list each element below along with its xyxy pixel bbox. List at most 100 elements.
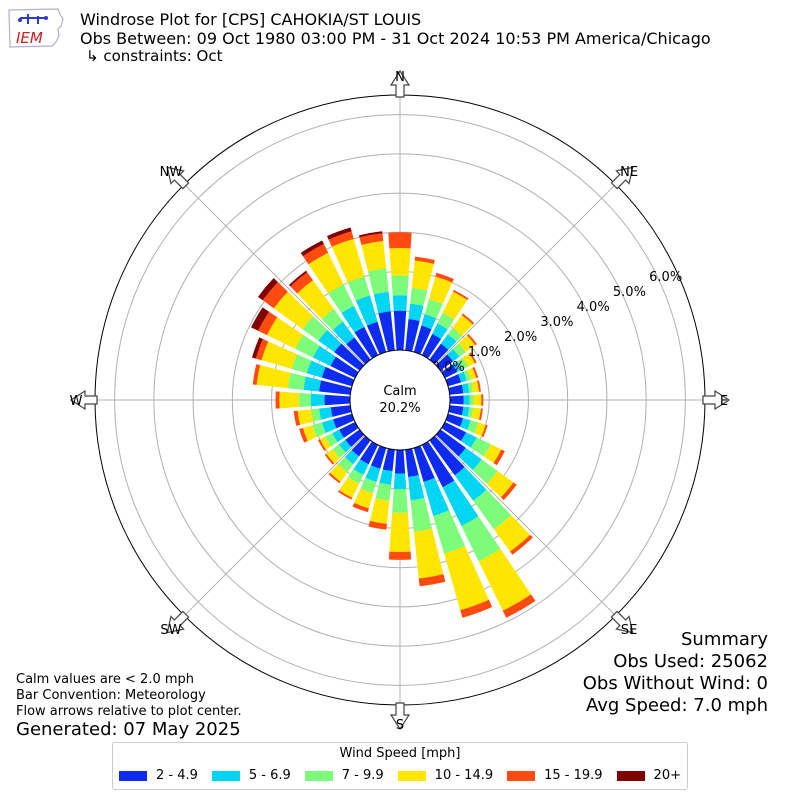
bar-segment bbox=[437, 312, 455, 330]
bar-segment bbox=[477, 380, 481, 392]
obs-between: Obs Between: 09 Oct 1980 03:00 PM - 31 O… bbox=[80, 29, 711, 48]
bar-segment bbox=[297, 280, 334, 319]
calm-circle bbox=[349, 349, 451, 451]
generated-date: Generated: 07 May 2025 bbox=[16, 719, 241, 740]
bar-segment bbox=[449, 395, 464, 405]
bar-segment bbox=[389, 247, 411, 276]
bar-segment bbox=[359, 233, 384, 245]
bar-segment bbox=[378, 311, 395, 352]
bar-segment bbox=[414, 256, 435, 264]
summary-obs-used: Obs Used: 25062 bbox=[613, 651, 768, 672]
bar-segment bbox=[428, 276, 453, 305]
bar-segment bbox=[318, 439, 327, 451]
bar-segment bbox=[366, 321, 387, 355]
bar-segment bbox=[429, 435, 465, 476]
legend: Wind Speed [mph] 2 - 4.9 5 - 6.9 7 - 9.9 10… bbox=[112, 742, 688, 790]
flow-arrows-note: Flow arrows relative to plot center. bbox=[16, 704, 242, 719]
bar-segment bbox=[510, 534, 533, 555]
bar-segment bbox=[435, 354, 454, 371]
grid-spoke bbox=[435, 183, 617, 365]
bar-segment bbox=[467, 333, 477, 346]
bar-segment bbox=[326, 448, 341, 464]
radial-tick-label: 5.0% bbox=[613, 285, 646, 300]
bar-segment bbox=[481, 394, 484, 406]
bar-segment bbox=[411, 260, 434, 291]
flow-arrows bbox=[69, 69, 731, 731]
bar-segment bbox=[410, 497, 433, 532]
compass-label: NE bbox=[620, 165, 638, 180]
bar-segment bbox=[329, 464, 348, 482]
bar-segment bbox=[341, 305, 365, 333]
bar-segment bbox=[405, 448, 419, 478]
bar-segment bbox=[367, 268, 389, 295]
bar-segment bbox=[452, 343, 466, 357]
bar-segment bbox=[339, 421, 359, 438]
bar-segment bbox=[302, 316, 328, 341]
bar-segment bbox=[392, 295, 408, 311]
legend-swatch bbox=[397, 770, 426, 781]
bar-segment bbox=[486, 470, 514, 498]
bar-segment bbox=[332, 321, 355, 345]
iowa-map-icon: IEM bbox=[8, 8, 64, 48]
legend-swatch bbox=[507, 770, 536, 781]
bar-segment bbox=[405, 319, 420, 352]
bar-segment bbox=[460, 418, 471, 430]
bar-segment bbox=[379, 469, 393, 485]
chart-title: Windrose Plot for [CPS] CAHOKIA/ST LOUIS bbox=[80, 10, 422, 29]
compass-label: SW bbox=[160, 623, 181, 638]
bar-segment bbox=[319, 407, 333, 420]
bar-segment bbox=[273, 291, 314, 330]
bar-segment bbox=[275, 391, 280, 409]
bar-segment bbox=[429, 343, 449, 365]
bar-segment bbox=[297, 409, 314, 425]
bar-segment bbox=[293, 410, 301, 426]
compass-label: S bbox=[396, 718, 404, 733]
compass-label: N bbox=[395, 70, 405, 85]
bar-segment bbox=[478, 548, 532, 611]
bar-segment bbox=[389, 512, 411, 552]
bar-segment bbox=[452, 289, 469, 301]
bar-segment bbox=[331, 238, 365, 283]
wind-bars bbox=[251, 227, 536, 618]
legend-label: 5 - 6.9 bbox=[248, 768, 291, 783]
bar-segment bbox=[346, 337, 371, 365]
flow-arrow-icon bbox=[166, 166, 190, 190]
bar-segment bbox=[394, 449, 406, 474]
bar-segment bbox=[413, 528, 444, 579]
bar-segment bbox=[251, 307, 270, 331]
bar-segment bbox=[452, 315, 473, 336]
bar-segment bbox=[461, 313, 475, 325]
bar-segment bbox=[458, 371, 467, 383]
bar-segment bbox=[308, 252, 344, 294]
bar-segment bbox=[261, 341, 297, 369]
bar-segment bbox=[257, 278, 278, 301]
legend-swatch bbox=[304, 770, 333, 781]
flow-arrow-icon bbox=[610, 610, 634, 634]
bar-segment bbox=[463, 395, 470, 405]
bar-segment bbox=[382, 448, 395, 472]
bar-segment bbox=[347, 469, 364, 484]
iem-logo: IEM bbox=[6, 6, 66, 50]
bar-segment bbox=[324, 453, 335, 465]
direction-labels: N NE E SE S SW W NW bbox=[70, 70, 729, 733]
bar-segment bbox=[469, 394, 474, 406]
bar-segment bbox=[345, 429, 365, 447]
legend-label: 2 - 4.9 bbox=[156, 768, 198, 783]
bar-segment bbox=[319, 436, 331, 450]
bar-segment bbox=[359, 441, 379, 465]
bar-segment bbox=[448, 384, 464, 395]
bar-segment bbox=[421, 441, 455, 488]
bar-segment bbox=[445, 413, 464, 427]
radial-tick-label: 3.0% bbox=[540, 315, 573, 330]
bar-segment bbox=[469, 352, 477, 364]
bar-segment bbox=[393, 310, 407, 351]
bar-segment bbox=[493, 514, 531, 552]
bar-segment bbox=[354, 326, 379, 359]
legend-swatch bbox=[211, 770, 240, 781]
bar-segment bbox=[423, 477, 450, 516]
bar-segment bbox=[410, 287, 428, 306]
bar-segment bbox=[483, 444, 502, 464]
flow-arrow-icon bbox=[389, 702, 411, 731]
bar-segment bbox=[325, 433, 338, 447]
bar-segment bbox=[290, 272, 313, 294]
